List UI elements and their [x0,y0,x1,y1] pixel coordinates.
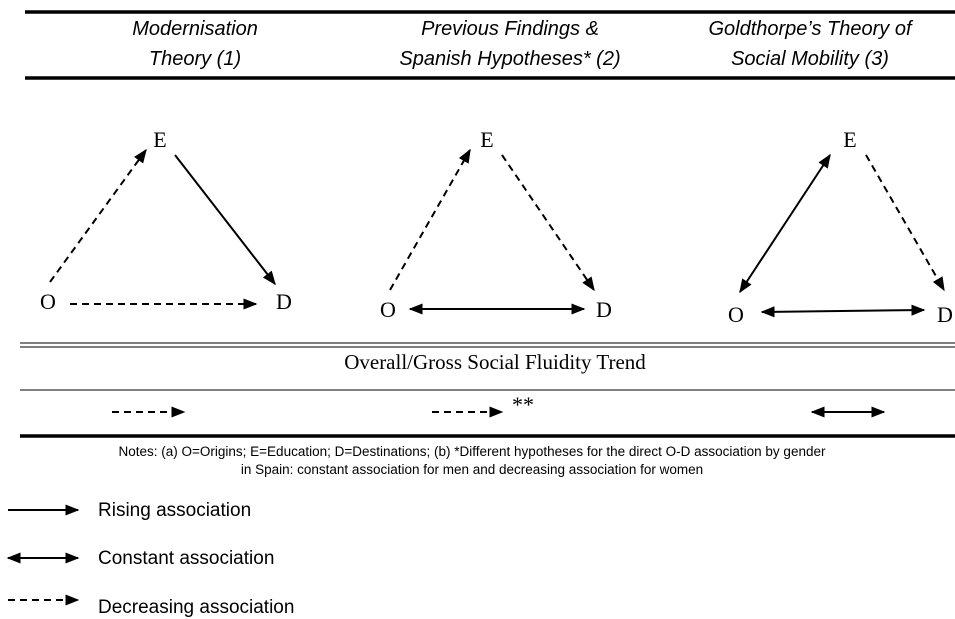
note: in Spain: constant association for men a… [241,462,703,477]
legend-label: Constant association [98,548,274,569]
header-text: Modernisation [132,18,258,40]
node: E [843,127,856,152]
header-text: Theory (1) [149,48,241,70]
node: O [40,289,56,314]
trend-title: Overall/Gross Social Fluidity Trend [344,350,646,374]
node: O [380,297,396,322]
diagram-3: E O D [728,127,953,327]
note: Notes: (a) O=Origins; E=Education; D=Des… [119,444,826,459]
arrow [49,148,147,283]
trend: Overall/Gross Social Fluidity Trend ** [20,342,955,438]
diagram-1: E O D [40,127,292,314]
header: Modernisation Theory (1) Previous Findin… [25,10,955,80]
header-text: Social Mobility (3) [731,48,889,70]
node: O [728,302,744,327]
diagram-2: E O D [380,127,612,322]
node: D [937,302,953,327]
header-text: Goldthorpe’s Theory of [708,18,914,40]
node: E [480,127,493,152]
arrow [174,154,276,286]
node: E [153,127,166,152]
arrow [501,154,595,292]
header-text: Spanish Hypotheses* (2) [399,48,620,70]
legend-label: Decreasing association [98,597,294,618]
arrow [389,148,471,291]
legend-label: Rising association [98,500,251,521]
node: D [596,297,612,322]
notes: Notes: (a) O=Origins; E=Education; D=Des… [119,444,826,477]
node: D [276,289,292,314]
legend: Rising association Constant association … [6,500,294,618]
arrow [865,154,945,292]
arrow [739,153,831,294]
arrow [760,304,926,318]
footnote-mark: ** [512,392,534,417]
header-text: Previous Findings & [421,18,599,40]
